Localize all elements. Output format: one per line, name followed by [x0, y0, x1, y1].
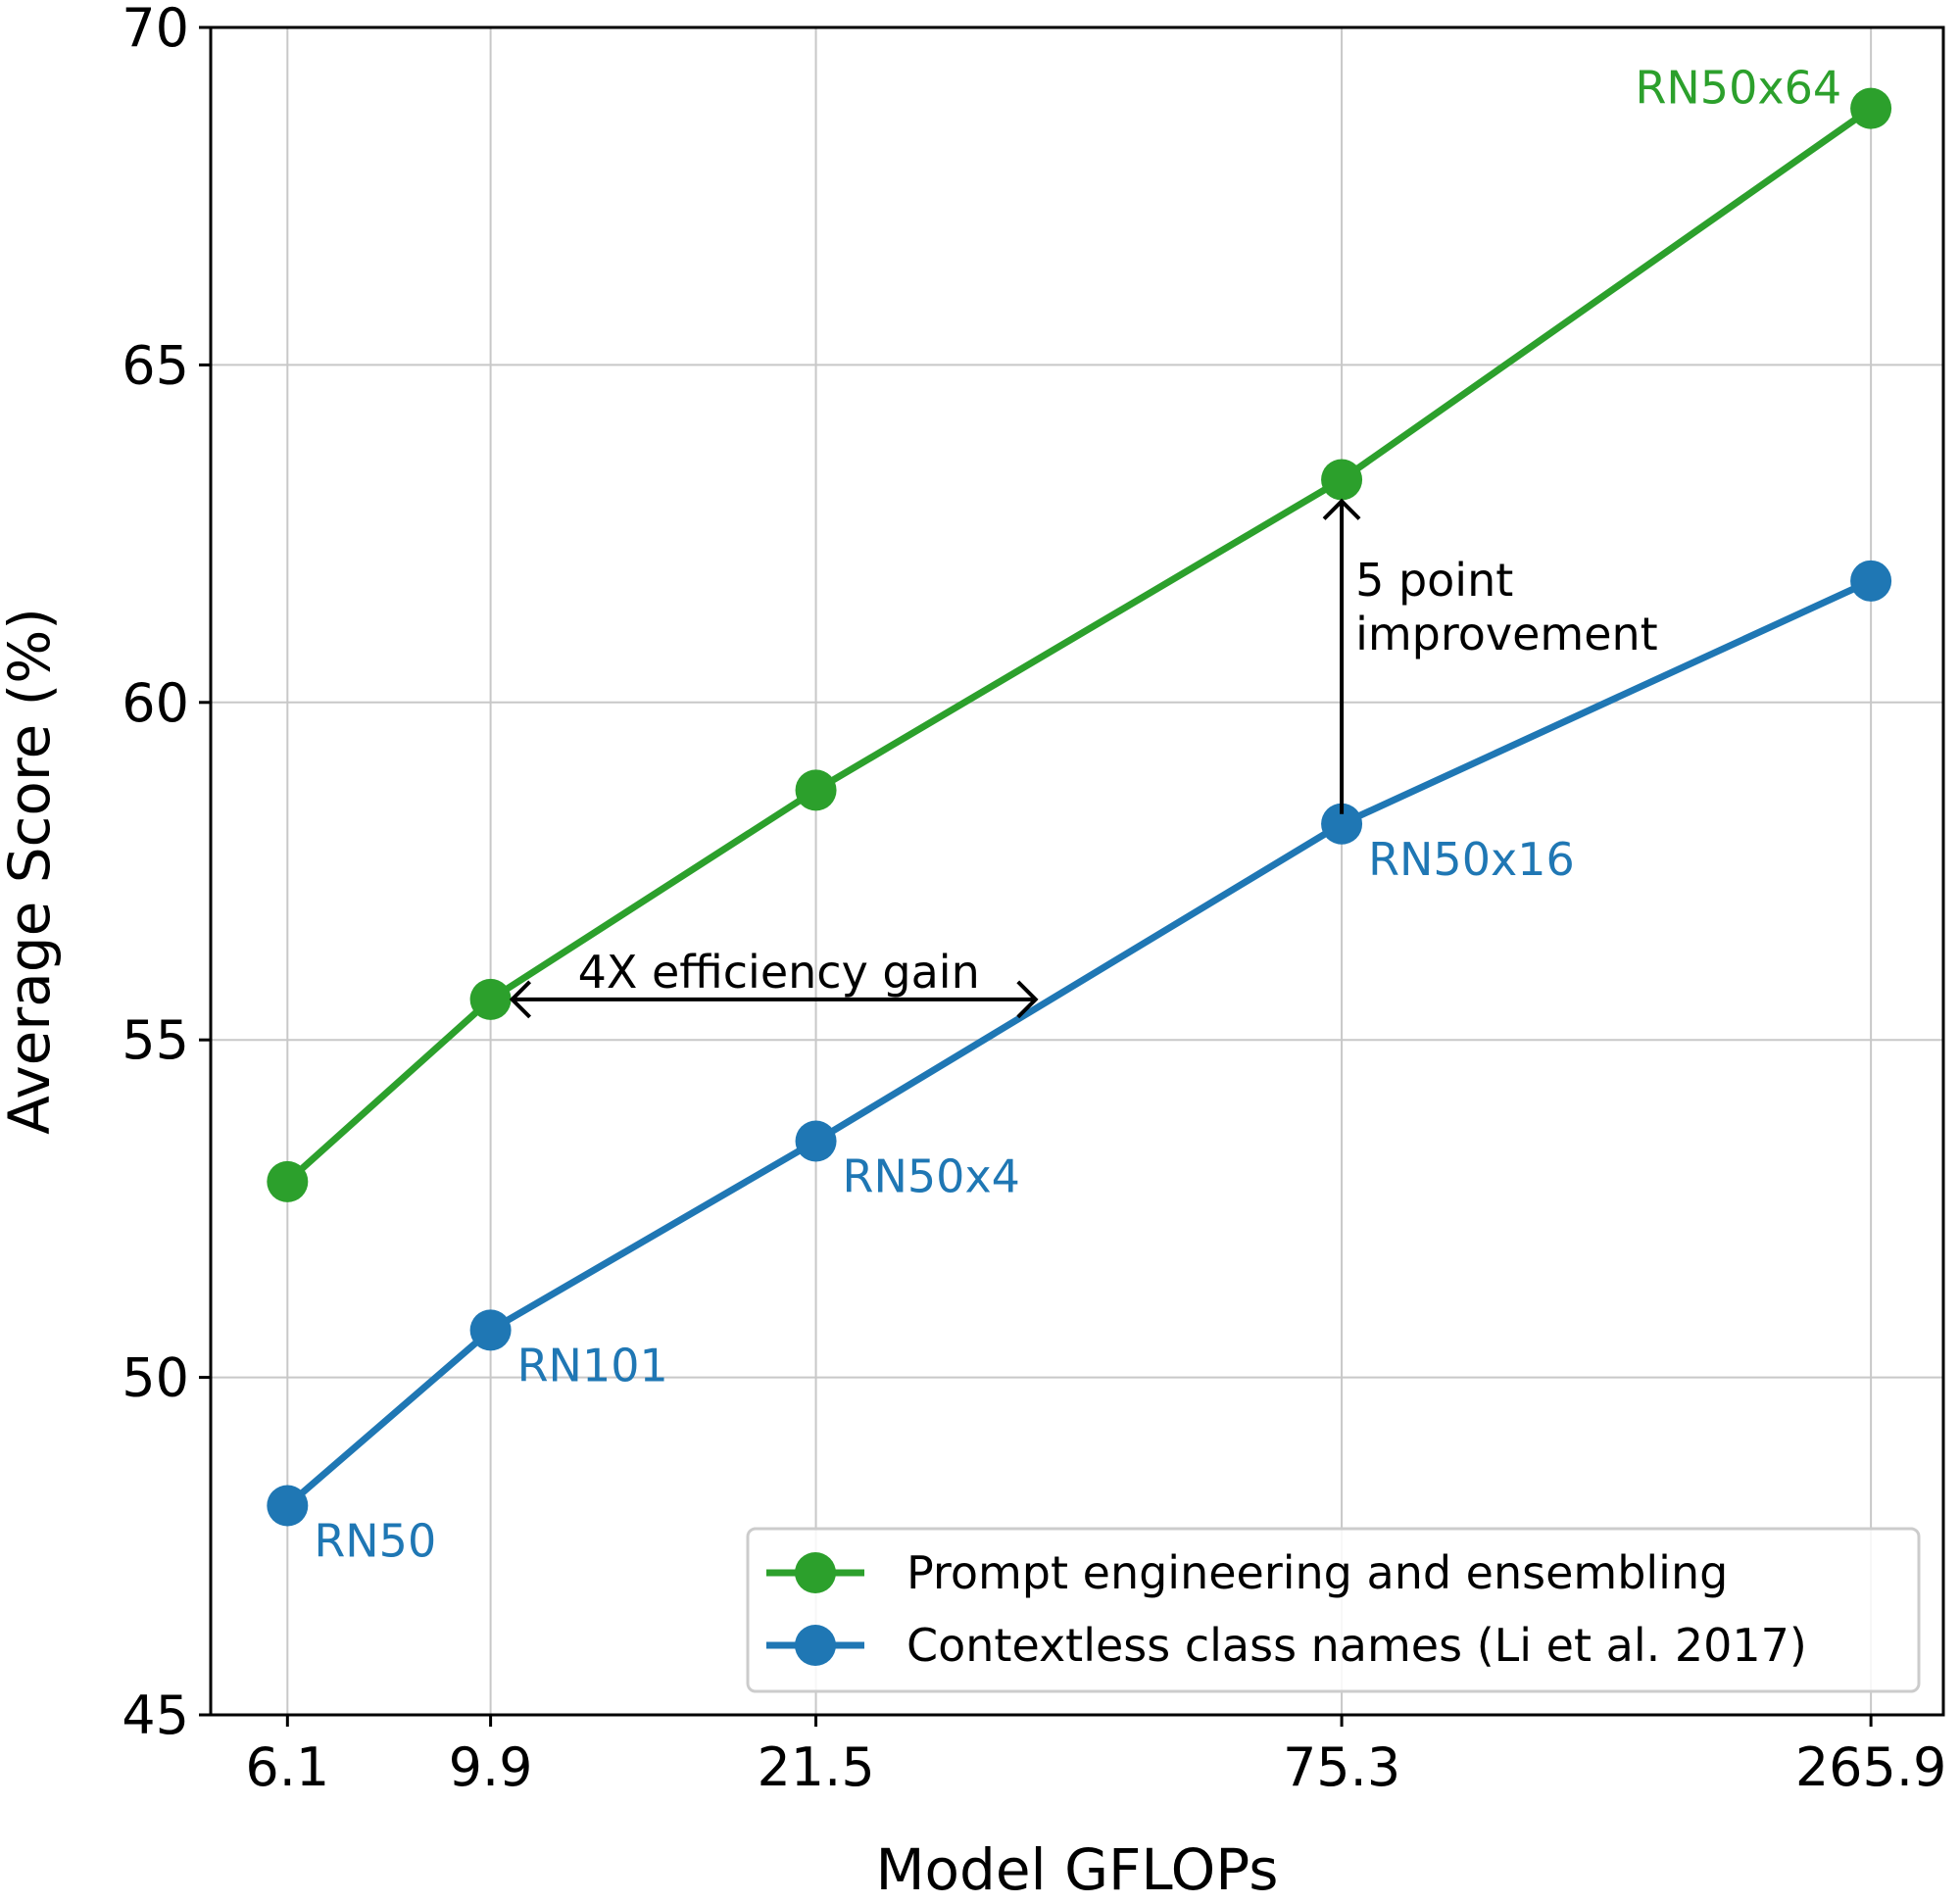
point-label: RN101 — [517, 1339, 668, 1391]
plot-frame — [209, 25, 1945, 1717]
data-point — [267, 1485, 309, 1527]
legend: Prompt engineering and ensembling Context… — [746, 1527, 1921, 1693]
y-tick-label: 70 — [122, 0, 189, 59]
data-point — [795, 769, 837, 811]
data-point — [267, 1160, 309, 1202]
y-tick-label: 45 — [122, 1684, 189, 1746]
y-tick-label: 65 — [122, 334, 189, 396]
ticks: 6.1 9.9 21.5 75.3 265.9 45 50 55 60 65 70 — [122, 0, 1946, 1798]
efficiency-annotation: 4X efficiency gain — [578, 946, 980, 999]
improvement-annotation: 5 point — [1355, 554, 1513, 607]
x-tick-label: 21.5 — [757, 1736, 874, 1798]
point-label: RN50x64 — [1635, 62, 1841, 115]
arrow-head — [509, 980, 532, 1019]
annotations: RN50 RN101 RN50x4 RN50x16 RN50x64 4X efficien… — [314, 62, 1841, 1568]
data-point — [1850, 560, 1892, 602]
point-label: RN50x16 — [1368, 833, 1575, 886]
data-point — [1321, 459, 1363, 501]
x-axis-label: Model GFLOPs — [876, 1836, 1279, 1903]
legend-marker — [795, 1625, 836, 1666]
arrow-head — [1322, 498, 1361, 520]
grid — [211, 26, 1943, 1716]
point-label: RN50x4 — [843, 1150, 1020, 1203]
y-tick-label: 60 — [122, 672, 189, 734]
legend-label: Prompt engineering and ensembling — [906, 1546, 1728, 1599]
data-point — [469, 978, 512, 1020]
x-tick-label: 75.3 — [1283, 1736, 1400, 1798]
data-point — [1850, 87, 1892, 129]
improvement-annotation: improvement — [1355, 608, 1658, 660]
legend-marker — [795, 1552, 836, 1593]
series-lines — [267, 87, 1892, 1527]
data-point — [1321, 803, 1363, 845]
y-tick-label: 50 — [122, 1347, 189, 1409]
data-point — [469, 1309, 512, 1351]
x-tick-label: 6.1 — [245, 1736, 329, 1798]
x-tick-label: 9.9 — [449, 1736, 533, 1798]
legend-label: Contextless class names (Li et al. 2017) — [906, 1619, 1807, 1672]
legend-box — [746, 1527, 1921, 1693]
point-label: RN50 — [314, 1514, 436, 1567]
y-tick-label: 55 — [122, 1009, 189, 1071]
arrow-head — [1016, 980, 1039, 1019]
y-axis-label: Average Score (%) — [0, 608, 63, 1135]
data-point — [795, 1120, 837, 1162]
x-tick-label: 265.9 — [1795, 1736, 1947, 1798]
